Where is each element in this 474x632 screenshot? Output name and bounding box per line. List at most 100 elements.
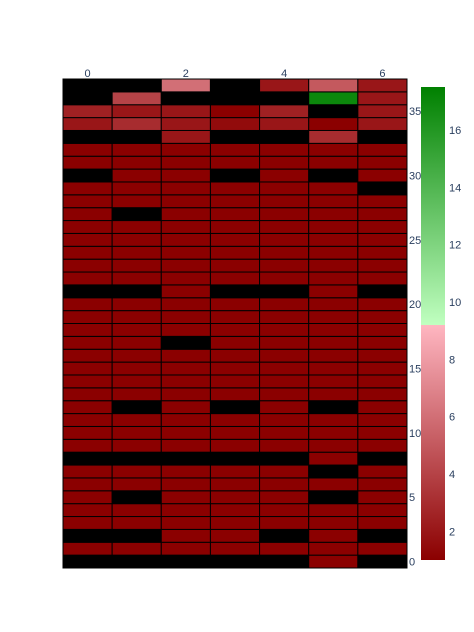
heatmap-cell [160, 451, 211, 466]
heatmap-cell [357, 490, 408, 505]
heatmap-cell [357, 516, 408, 530]
heatmap-cell [62, 117, 113, 131]
heatmap-cell [357, 503, 408, 518]
heatmap-cell [308, 477, 359, 492]
heatmap-cell [357, 220, 408, 234]
heatmap-cell [357, 361, 408, 376]
heatmap-cell [357, 297, 408, 312]
heatmap-cell [308, 168, 359, 183]
heatmap-cell [62, 477, 113, 492]
heatmap-cell [209, 245, 261, 260]
heatmap-cell [62, 232, 113, 247]
colorbar-tick-label: 6 [449, 412, 455, 424]
heatmap-cell [111, 168, 162, 183]
heatmap-cell [259, 168, 310, 183]
heatmap-cell [62, 323, 113, 337]
heatmap-cell [160, 220, 211, 234]
heatmap-cell [111, 528, 162, 543]
heatmap-cell [259, 451, 310, 466]
heatmap-cell [259, 220, 310, 234]
heatmap-cell [259, 413, 310, 427]
heatmap-cell [308, 348, 359, 363]
heatmap-cell [357, 129, 408, 144]
y-tick-label: 35 [409, 106, 421, 118]
heatmap-cell [308, 400, 359, 415]
heatmap-cell [62, 78, 113, 93]
colorbar [421, 87, 445, 560]
heatmap-cell [160, 323, 211, 337]
heatmap-cell [357, 245, 408, 260]
heatmap-cell [111, 258, 162, 273]
heatmap-cell [62, 387, 113, 402]
heatmap-cell [160, 117, 211, 131]
heatmap-cell [160, 91, 211, 106]
heatmap-cell [259, 400, 310, 415]
heatmap-cell [160, 503, 211, 518]
heatmap-cell [308, 541, 359, 556]
heatmap-cell [209, 554, 261, 569]
heatmap-cell [308, 181, 359, 196]
heatmap-cell [62, 503, 113, 518]
y-tick-label: 10 [409, 428, 421, 440]
heatmap-cell [357, 438, 408, 453]
heatmap-cell [259, 258, 310, 273]
heatmap-cell [111, 155, 162, 170]
heatmap-cells [62, 78, 408, 569]
heatmap-cell [209, 91, 261, 106]
heatmap-cell [259, 207, 310, 222]
colorbar-tick-label: 2 [449, 526, 455, 538]
heatmap-cell [308, 438, 359, 453]
heatmap-cell [209, 477, 261, 492]
heatmap-cell [357, 425, 408, 440]
heatmap-cell [111, 348, 162, 363]
heatmap-cell [209, 142, 261, 157]
heatmap-cell [62, 400, 113, 415]
heatmap-cell [111, 490, 162, 505]
heatmap-cell [308, 91, 359, 106]
heatmap-cell [308, 464, 359, 479]
heatmap-cell [62, 490, 113, 505]
colorbar-tick-label: 8 [449, 354, 455, 366]
heatmap-cell [259, 78, 310, 93]
heatmap-cell [259, 503, 310, 518]
heatmap-cell [209, 490, 261, 505]
heatmap-cell [308, 516, 359, 530]
heatmap-cell [111, 91, 162, 106]
heatmap-cell [308, 284, 359, 299]
heatmap-cell [62, 413, 113, 427]
heatmap-cell [259, 528, 310, 543]
heatmap-cell [111, 477, 162, 492]
heatmap-cell [259, 310, 310, 325]
heatmap-cell [259, 323, 310, 337]
heatmap-cell [259, 335, 310, 350]
heatmap-cell [308, 554, 359, 569]
colorbar-tick-label: 10 [449, 297, 461, 309]
x-tick-label: 2 [183, 68, 189, 80]
heatmap-cell [62, 181, 113, 196]
heatmap-cell [357, 271, 408, 286]
heatmap-cell [62, 129, 113, 144]
heatmap-cell [62, 284, 113, 299]
y-tick-label: 15 [409, 364, 421, 376]
heatmap-cell [62, 361, 113, 376]
heatmap-cell [160, 245, 211, 260]
heatmap-cell [357, 477, 408, 492]
heatmap-cell [259, 181, 310, 196]
heatmap-cell [160, 168, 211, 183]
heatmap-cell [209, 220, 261, 234]
heatmap-cell [62, 348, 113, 363]
heatmap-cell [111, 78, 162, 93]
heatmap-cell [308, 232, 359, 247]
heatmap-cell [209, 155, 261, 170]
heatmap-cell [111, 554, 162, 569]
heatmap-cell [357, 387, 408, 402]
heatmap-cell [209, 374, 261, 389]
heatmap-cell [357, 554, 408, 569]
heatmap-cell [259, 297, 310, 312]
heatmap-cell [357, 528, 408, 543]
heatmap-cell [259, 541, 310, 556]
heatmap-cell [357, 335, 408, 350]
heatmap-cell [308, 361, 359, 376]
heatmap-cell [259, 516, 310, 530]
heatmap-cell [209, 413, 261, 427]
